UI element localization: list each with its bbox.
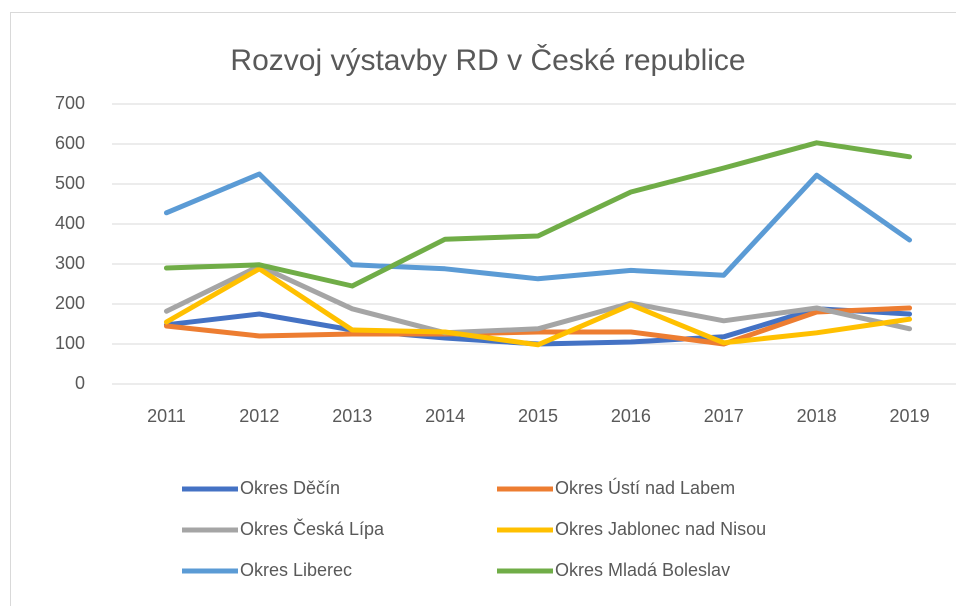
x-tick-label: 2019 — [890, 406, 930, 426]
legend-label: Okres Mladá Boleslav — [555, 560, 730, 580]
legend-label: Okres Česká Lípa — [240, 518, 385, 539]
x-tick-label: 2016 — [611, 406, 651, 426]
y-tick-label: 100 — [55, 333, 85, 353]
x-tick-label: 2012 — [239, 406, 279, 426]
series-line — [163, 263, 913, 336]
y-tick-label: 0 — [75, 373, 85, 393]
x-tick-label: 2013 — [332, 406, 372, 426]
series-line — [163, 171, 913, 282]
series-line — [163, 305, 913, 347]
y-tick-label: 400 — [55, 213, 85, 233]
y-tick-label: 700 — [55, 93, 85, 113]
legend-label: Okres Ústí nad Labem — [555, 477, 735, 498]
legend-label: Okres Děčín — [240, 478, 340, 498]
series-line — [163, 266, 913, 348]
legend-label: Okres Liberec — [240, 560, 352, 580]
chart-title: Rozvoj výstavby RD v České republice — [230, 43, 745, 77]
y-tick-label: 200 — [55, 293, 85, 313]
x-tick-label: 2018 — [797, 406, 837, 426]
x-tick-label: 2011 — [147, 406, 186, 426]
x-tick-label: 2014 — [425, 406, 465, 426]
x-tick-label: 2017 — [704, 406, 744, 426]
y-tick-label: 300 — [55, 253, 85, 273]
x-tick-label: 2015 — [518, 406, 558, 426]
y-tick-label: 600 — [55, 133, 85, 153]
y-tick-label: 500 — [55, 173, 85, 193]
legend-label: Okres Jablonec nad Nisou — [555, 519, 766, 539]
series-line — [163, 140, 913, 289]
